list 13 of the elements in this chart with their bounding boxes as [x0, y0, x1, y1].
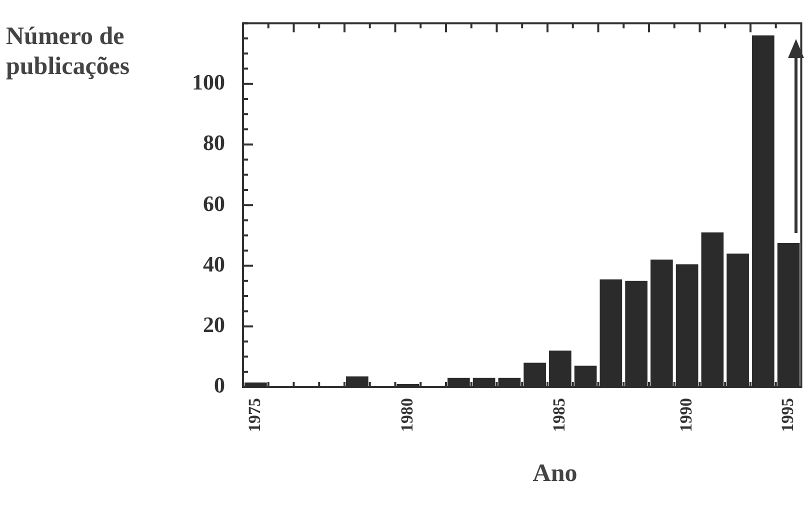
y-tick-label: 80 — [203, 130, 225, 156]
x-axis-title: Ano — [532, 460, 578, 488]
y-tick-label: 40 — [203, 251, 225, 276]
y-tick-label: 100 — [192, 70, 225, 95]
y-tick-label: 60 — [203, 190, 225, 216]
x-tick-label: 1985 — [550, 398, 569, 432]
x-tick-label: 1990 — [676, 398, 696, 432]
x-tick-label: 1980 — [397, 398, 416, 432]
y-tick-label: 20 — [203, 312, 225, 338]
x-tick-label: 1975 — [245, 398, 264, 432]
x-tick-label: 1995 — [778, 398, 797, 432]
y-tick-label: 0 — [214, 372, 225, 398]
y-axis-title: Número de publicações — [6, 23, 130, 80]
